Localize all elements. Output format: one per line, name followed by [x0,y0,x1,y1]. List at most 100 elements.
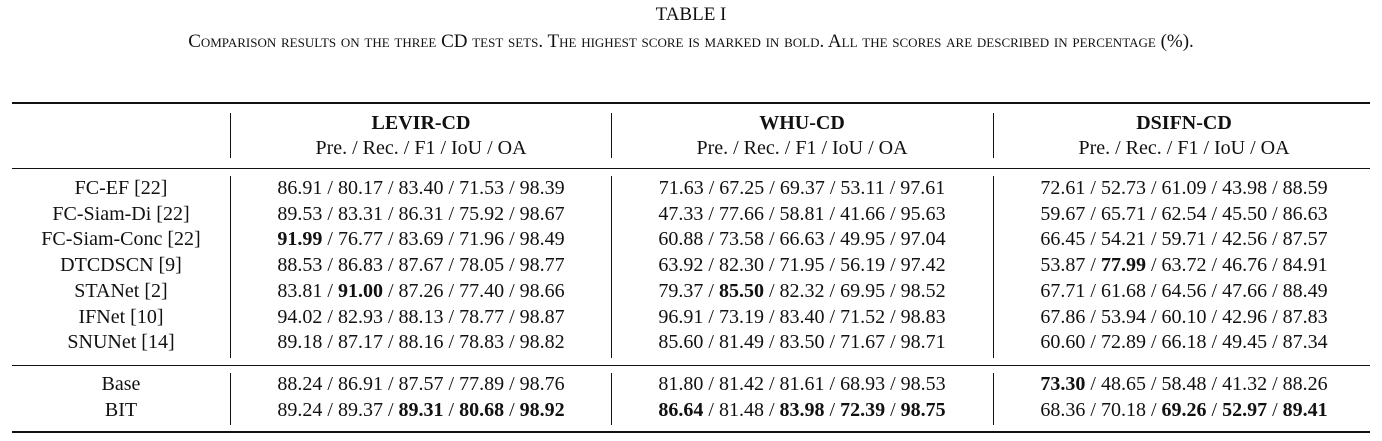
metric-header: Pre. / Rec. / F1 / IoU / OA [1078,137,1290,159]
top-rule [12,102,1370,104]
score: 88.49 [1282,279,1328,302]
score: 73.30 [1040,373,1086,395]
separator: / [829,331,836,354]
separator: / [768,305,775,328]
separator: / [509,254,515,277]
separator: / [1272,202,1278,225]
score: 67.25 [719,177,765,199]
score: 42.96 [1222,305,1268,328]
separator: / [1272,254,1278,277]
score: 45.50 [1222,202,1268,225]
separator: / [708,305,714,328]
score: 81.80 [658,373,704,395]
score: 86.91 [337,373,383,395]
col-divider [993,373,994,425]
score-cell: 79.37 / 85.50 / 82.32 / 69.95 / 98.52 [658,280,945,303]
separator: / [509,398,515,421]
score: 98.87 [519,305,565,328]
score: 82.93 [337,305,383,328]
method-name: FC-Siam-Conc [22] [41,228,201,251]
score: 73.58 [718,228,764,251]
separator: / [448,373,455,395]
separator: / [1211,331,1218,354]
score: 73.19 [718,305,764,328]
score: 66.45 [1040,228,1086,251]
score: 86.83 [337,254,383,277]
score-cell: 86.91 / 80.17 / 83.40 / 71.53 / 98.39 [277,177,564,200]
score: 98.77 [519,254,565,277]
separator: / [768,373,775,395]
separator: / [829,305,836,328]
col-divider [611,176,612,358]
col-divider [230,373,231,425]
score-cell: 66.45 / 54.21 / 59.71 / 42.56 / 87.57 [1040,228,1327,251]
separator: / [1150,279,1157,302]
separator: / [768,331,775,354]
score: 46.76 [1222,254,1268,277]
col-divider [230,113,231,158]
score: 43.98 [1222,177,1268,199]
separator: / [708,331,714,354]
separator: / [387,331,394,354]
separator: / [387,202,394,225]
separator: / [448,279,455,302]
score: 98.82 [519,331,565,354]
separator: / [768,254,775,277]
bottom-rule [12,431,1370,433]
score-cell: 88.24 / 86.91 / 87.57 / 77.89 / 98.76 [277,373,564,396]
score: 97.61 [900,177,946,199]
separator: / [1150,373,1157,395]
score: 60.88 [658,228,704,251]
score: 82.30 [718,254,764,277]
score: 47.66 [1222,279,1268,302]
score: 71.63 [658,177,704,199]
score: 95.63 [900,202,946,225]
separator: / [1150,398,1157,421]
separator: / [327,228,333,251]
separator: / [889,177,896,199]
method-name: STANet [2] [74,279,168,302]
score: 77.99 [1100,254,1146,277]
score: 64.56 [1161,279,1207,302]
score: 80.17 [337,177,383,199]
score: 83.40 [779,305,825,328]
table-title: TABLE I [655,4,727,25]
score: 91.99 [277,228,323,251]
score: 84.91 [1282,254,1328,277]
separator: / [829,373,836,395]
score: 85.50 [718,279,764,302]
score: 66.63 [779,228,825,251]
score: 52.97 [1222,398,1268,421]
score: 83.50 [779,331,825,354]
separator: / [890,228,896,251]
score: 89.37 [337,398,383,421]
separator: / [1211,373,1218,395]
score: 78.77 [459,305,505,328]
score: 87.26 [398,279,444,302]
dataset-header: LEVIR-CD [371,112,471,134]
score: 78.83 [459,331,505,354]
score: 75.92 [459,202,505,225]
score: 72.61 [1040,177,1086,199]
score: 89.31 [398,398,444,421]
score: 88.26 [1282,373,1328,395]
separator: / [1211,254,1218,277]
score: 76.77 [337,228,383,251]
separator: / [829,177,836,199]
separator: / [768,228,775,251]
separator: / [829,202,836,225]
score: 71.95 [779,254,825,277]
separator: / [829,398,836,421]
separator: / [327,398,333,421]
score: 72.89 [1100,331,1146,354]
score: 98.83 [900,305,946,328]
score: 87.83 [1282,305,1328,328]
col-divider [230,176,231,358]
separator: / [509,228,515,251]
separator: / [509,331,515,354]
separator: / [1272,373,1278,395]
separator: / [1090,373,1096,395]
score: 49.45 [1222,331,1268,354]
score: 59.71 [1161,228,1207,251]
separator: / [890,331,896,354]
